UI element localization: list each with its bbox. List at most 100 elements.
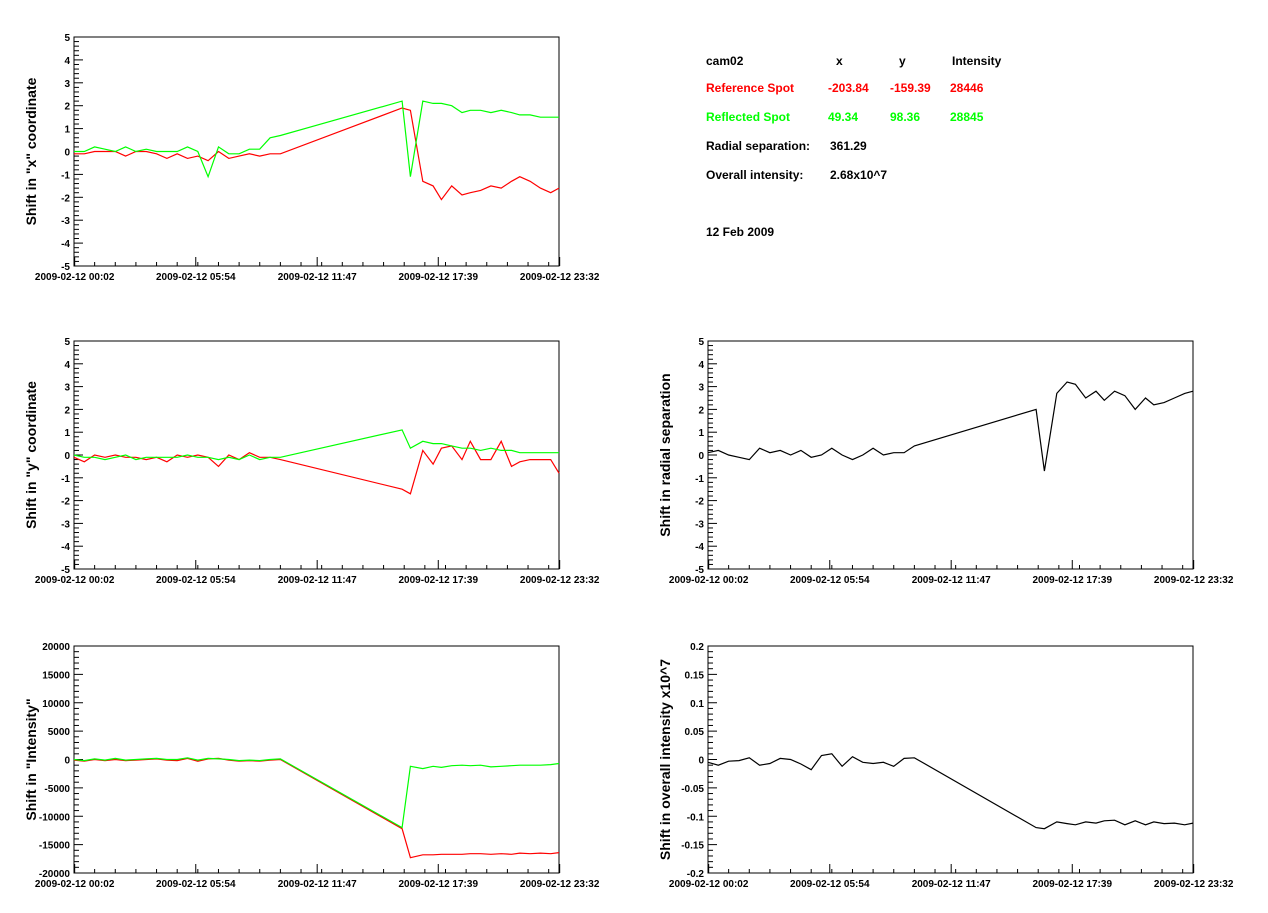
x-tick-label: 2009-02-12 23:32 — [520, 272, 600, 283]
y-tick-label: -5 — [61, 262, 70, 273]
y-tick-label: 0 — [64, 451, 70, 462]
x-tick-label: 2009-02-12 05:54 — [156, 575, 236, 586]
reference-spot-label: Reference Spot — [706, 81, 795, 95]
y-tick-label: 5 — [64, 337, 70, 348]
x-tick-label: 2009-02-12 05:54 — [156, 879, 236, 890]
y-tick-label: 1 — [698, 428, 704, 439]
y-tick-label: -3 — [695, 519, 704, 530]
y-tick-label: 1 — [64, 428, 70, 439]
x-tick-label: 2009-02-12 05:54 — [156, 272, 236, 283]
series-line-reference — [74, 107, 560, 201]
reference-spot-x: -203.84 — [828, 81, 869, 95]
info-cam-label: cam02 — [706, 54, 744, 68]
y-tick-label: 2 — [64, 102, 70, 113]
y-tick-label: 10000 — [42, 699, 70, 710]
plot-frame — [707, 340, 1194, 570]
y-tick-label: -1 — [695, 474, 704, 485]
y-tick-label: 3 — [64, 383, 70, 394]
y-tick-label: 4 — [698, 360, 704, 371]
series-line-reflected — [73, 429, 559, 461]
info-intensity-header: Intensity — [952, 54, 1002, 68]
y-tick-label: 4 — [64, 56, 70, 67]
chart-shift-radial: -5 -4 -3 -2 -1 0 1 2 3 4 5 2009-02-12 00:02 2009-02-… — [657, 337, 1234, 586]
series-line-reflected — [73, 757, 560, 829]
y-tick-label: 1 — [64, 125, 70, 136]
series-line-reference — [73, 757, 560, 859]
y-tick-label: -3 — [61, 519, 70, 530]
y-axis-title: Shift in radial separation — [657, 373, 673, 536]
x-tick-label: 2009-02-12 17:39 — [1033, 879, 1113, 890]
y-tick-label: 0.05 — [685, 727, 705, 738]
reference-spot-intensity: 28446 — [950, 81, 984, 95]
radial-separation-label: Radial separation: — [706, 139, 811, 153]
y-tick-label: -2 — [61, 193, 70, 204]
y-tick-label: -2 — [61, 497, 70, 508]
y-tick-label: 2 — [64, 405, 70, 416]
y-axis-title: Shift in "Intensity" — [23, 698, 39, 820]
x-tick-label: 2009-02-12 11:47 — [278, 879, 357, 890]
x-tick-label: 2009-02-12 11:47 — [278, 575, 357, 586]
info-y-header: y — [899, 54, 906, 68]
reference-spot-y: -159.39 — [890, 81, 931, 95]
y-tick-label: -3 — [61, 216, 70, 227]
y-tick-label: -0.05 — [681, 784, 704, 795]
y-tick-label: -4 — [61, 542, 70, 553]
info-x-header: x — [836, 54, 843, 68]
y-axis-title: Shift in "y" coordinate — [23, 381, 39, 529]
y-tick-label: -5000 — [44, 784, 70, 795]
date-label: 12 Feb 2009 — [706, 225, 775, 239]
reflected-spot-label: Reflected Spot — [706, 110, 791, 124]
y-tick-label: 0 — [64, 148, 70, 159]
info-panel: cam02 x y Intensity Reference Spot -203.… — [706, 52, 1036, 252]
x-tick-label: 2009-02-12 05:54 — [790, 879, 870, 890]
y-tick-label: 0.2 — [690, 642, 704, 653]
chart-shift-intensity: -20000 -15000 -10000 -5000 0 5000 10000 15000 20… — [23, 642, 600, 890]
y-tick-label: 0.1 — [690, 699, 704, 710]
y-tick-label: -4 — [695, 542, 704, 553]
plot-frame — [707, 645, 1194, 874]
x-tick-label: 2009-02-12 00:02 — [35, 879, 115, 890]
y-tick-label: 15000 — [42, 670, 70, 681]
chart-shift-y: -5 -4 -3 -2 -1 0 1 2 3 4 5 2009-02-12 00:02 2009-02-… — [23, 337, 600, 586]
y-tick-label: -5 — [61, 565, 70, 576]
x-tick-label: 2009-02-12 11:47 — [278, 272, 357, 283]
x-tick-label: 2009-02-12 23:32 — [1154, 575, 1234, 586]
y-axis-title: Shift in "x" coordinate — [23, 77, 39, 225]
x-tick-label: 2009-02-12 00:02 — [669, 575, 749, 586]
y-tick-label: -0.1 — [687, 812, 705, 823]
overall-intensity-value: 2.68x10^7 — [830, 168, 888, 182]
x-tick-label: 2009-02-12 17:39 — [399, 272, 479, 283]
x-tick-label: 2009-02-12 23:32 — [520, 879, 600, 890]
y-tick-label: 3 — [64, 79, 70, 90]
y-tick-label: -2 — [695, 497, 704, 508]
x-tick-label: 2009-02-12 17:39 — [399, 575, 479, 586]
x-tick-label: 2009-02-12 23:32 — [520, 575, 600, 586]
y-tick-label: -20000 — [39, 869, 71, 880]
y-tick-label: -0.2 — [687, 869, 705, 880]
y-tick-label: -10000 — [39, 812, 71, 823]
x-tick-label: 2009-02-12 23:32 — [1154, 879, 1234, 890]
x-tick-label: 2009-02-12 00:02 — [35, 272, 115, 283]
y-tick-label: 2 — [698, 405, 704, 416]
reflected-spot-intensity: 28845 — [950, 110, 984, 124]
y-tick-label: -1 — [61, 170, 70, 181]
reflected-spot-y: 98.36 — [890, 110, 921, 124]
series-line-neutral — [707, 753, 1194, 830]
chart-shift-x: -5 -4 -3 -2 -1 0 1 2 3 4 5 2009-02-12 00:02 2009-02-… — [23, 33, 600, 283]
x-tick-label: 2009-02-12 11:47 — [912, 575, 991, 586]
x-tick-label: 2009-02-12 00:02 — [669, 879, 749, 890]
y-tick-label: 0 — [698, 756, 704, 767]
series-line-reference — [73, 439, 560, 495]
y-axis-title: Shift in overall intensity x10^7 — [657, 659, 673, 860]
series-line-reflected — [74, 100, 559, 179]
y-tick-label: 5000 — [48, 727, 71, 738]
x-tick-label: 2009-02-12 05:54 — [790, 575, 870, 586]
radial-separation-value: 361.29 — [830, 139, 867, 153]
x-tick-label: 2009-02-12 17:39 — [399, 879, 479, 890]
y-tick-label: 20000 — [42, 642, 70, 653]
y-tick-label: -5 — [695, 565, 704, 576]
y-tick-label: -15000 — [39, 841, 71, 852]
x-tick-label: 2009-02-12 11:47 — [912, 879, 991, 890]
reflected-spot-x: 49.34 — [828, 110, 859, 124]
